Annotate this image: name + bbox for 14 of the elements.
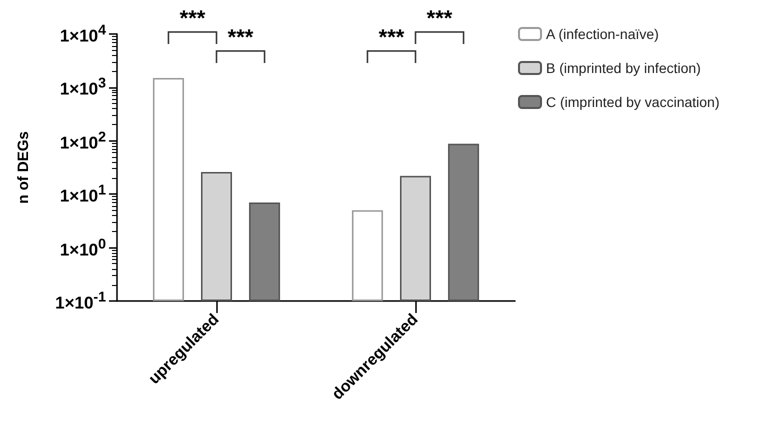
legend-label: A (infection-naïve) <box>546 26 659 42</box>
text: *** <box>426 6 453 30</box>
y-tick-label: 1×10$^{4}$ <box>60 22 106 46</box>
y-tick-label: 1×10$^{-1}$ <box>55 290 106 312</box>
y-tick-label: 1×10$^{0}$ <box>60 236 106 259</box>
y-axis-title: n of DEGs <box>15 131 32 204</box>
y-tick-label: 1×10$^{1}$ <box>60 182 106 206</box>
y-tick-label: 1×10$^{2}$ <box>60 129 106 152</box>
y-tick-label: 1×10$^{3}$ <box>60 76 106 99</box>
legend-label: B (imprinted by infection) <box>546 60 701 76</box>
legend-label: C (imprinted by vaccination) <box>546 94 720 110</box>
annotation: *** <box>378 24 405 50</box>
annotation: *** <box>228 24 254 50</box>
text: *** <box>180 6 206 30</box>
